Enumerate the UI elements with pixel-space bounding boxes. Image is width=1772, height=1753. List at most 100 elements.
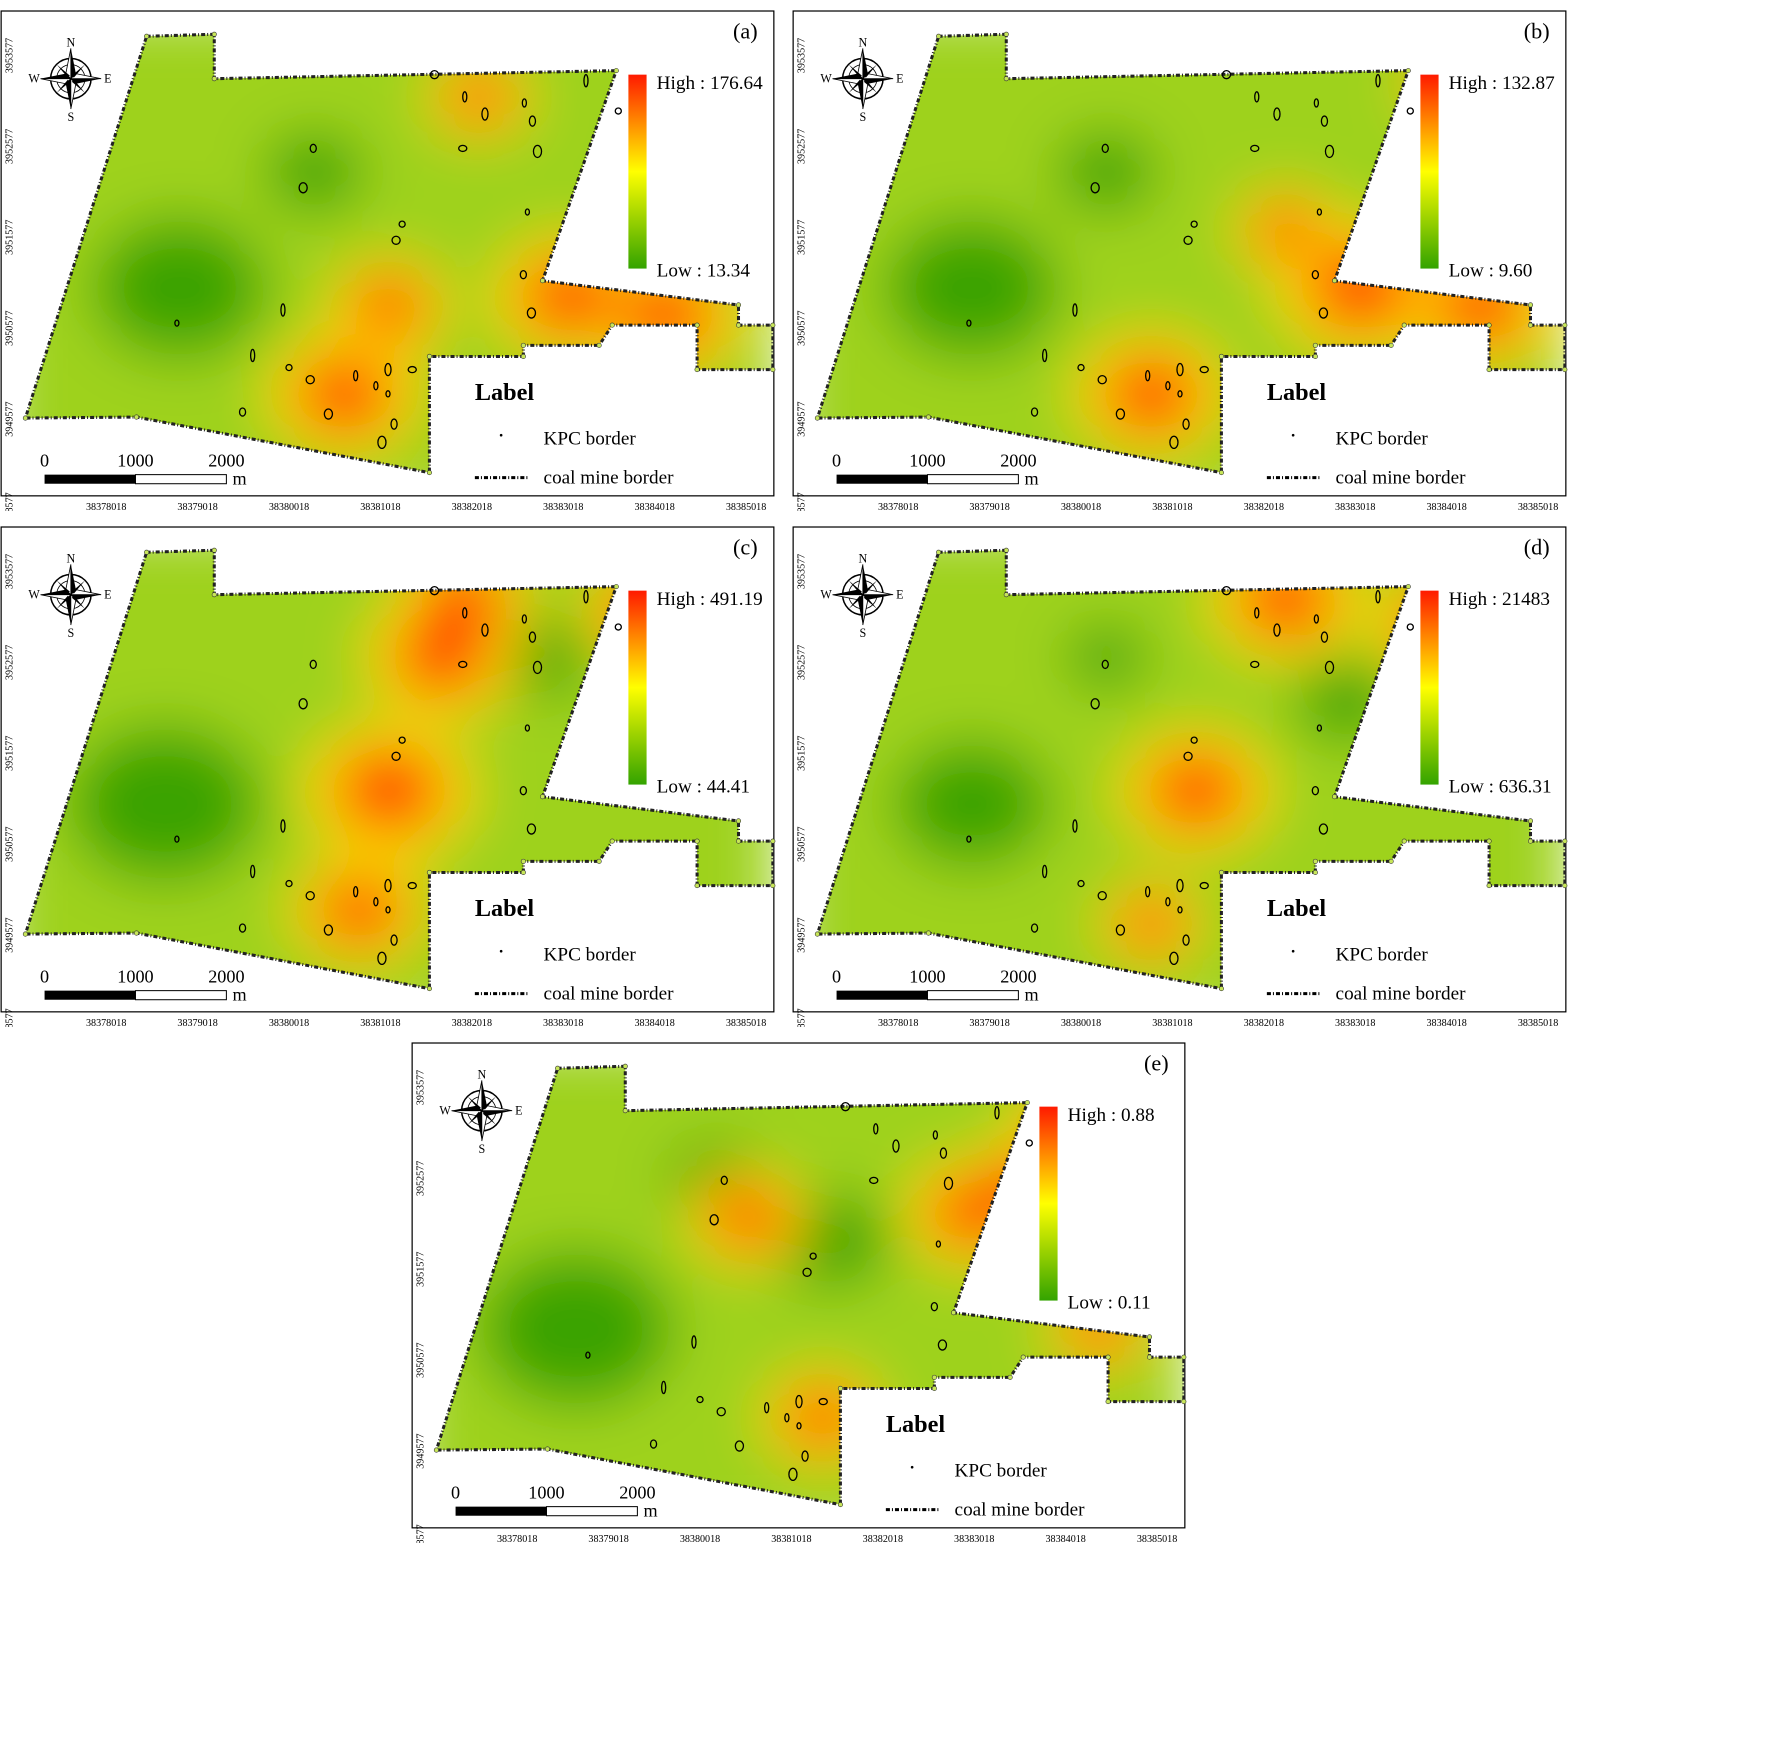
color-ramp [628, 74, 647, 269]
color-ramp [1420, 74, 1439, 269]
panel-tag: (e) [1144, 1050, 1169, 1075]
y-tick-label: 3953577 [4, 554, 15, 589]
compass-e: E [104, 588, 111, 602]
x-tick-label: 38381018 [771, 1534, 811, 1543]
border-vertices [814, 547, 1568, 992]
x-axis-ticks: 38378018 38379018 38380018 38381018 38382018… [878, 502, 1558, 513]
heat-blob [353, 277, 425, 335]
compass-w: W [28, 72, 40, 86]
panel-tag: (b) [1524, 18, 1550, 43]
y-tick-label: 3950577 [4, 827, 15, 862]
scale-bar-black [455, 1506, 547, 1516]
y-tick-label: 3948577 [4, 492, 15, 511]
y-tick-label: 3952577 [4, 129, 15, 164]
coal-mine-border [815, 32, 1567, 475]
y-tick-label: 3948577 [796, 492, 807, 511]
legend-title: Label [1267, 379, 1327, 406]
legend-title: Label [1267, 895, 1327, 922]
x-tick-label: 38379018 [969, 502, 1009, 511]
compass-n: N [477, 1067, 486, 1081]
x-tick-label: 38382018 [863, 1534, 903, 1543]
y-tick-label: 3950577 [415, 1343, 426, 1378]
scale-1000: 1000 [528, 1483, 564, 1503]
legend-high: High : 491.19 [657, 589, 763, 610]
color-ramp [628, 590, 647, 785]
y-axis-ticks: 3953577 3952577 3951577 3950577 3949577 39485… [4, 554, 15, 1044]
scale-unit: m [1024, 985, 1038, 1005]
legend-kpc: KPC border [544, 428, 637, 449]
scale-0: 0 [40, 967, 49, 987]
x-axis-ticks: 38378018 38379018 38380018 38381018 38382018… [878, 1018, 1558, 1029]
y-tick-label: 3953577 [415, 1070, 426, 1105]
x-tick-label: 38381018 [1152, 1018, 1192, 1027]
x-tick-label: 38382018 [452, 502, 492, 511]
legend-low: Low : 636.31 [1449, 777, 1552, 798]
scale-0: 0 [832, 451, 841, 471]
heat-blob [895, 742, 1049, 866]
heat-blob [885, 218, 1059, 358]
scale-0: 0 [451, 1483, 460, 1503]
y-axis-ticks: 3953577 3952577 3951577 3950577 3949577 39485… [4, 38, 15, 528]
y-tick-label: 3949577 [4, 401, 15, 436]
heat-blob [298, 358, 390, 432]
y-tick-label: 3950577 [796, 827, 807, 862]
coal-mine-border [23, 32, 775, 475]
kpc-border-contours [966, 585, 1414, 966]
x-tick-label: 38385018 [726, 502, 766, 511]
compass-rose-icon: N S E W [439, 1067, 522, 1156]
kpc-symbol [499, 949, 503, 953]
compass-s: S [67, 626, 74, 640]
x-tick-label: 38380018 [269, 1018, 309, 1027]
border-vertices [22, 31, 776, 476]
scale-bar-black [836, 990, 928, 1000]
x-tick-label: 38385018 [1518, 502, 1558, 511]
heat-blob [1150, 754, 1242, 828]
scale-unit: m [1024, 469, 1038, 489]
scale-2000: 2000 [208, 967, 244, 987]
panel-tag: (a) [733, 18, 758, 43]
scale-bar-white [134, 474, 227, 485]
map-panel-b: N S E W (b) High : 132.87 Low : 9.60 Lab… [792, 10, 1568, 528]
x-tick-label: 38378018 [878, 1018, 918, 1027]
x-tick-label: 38381018 [360, 1018, 400, 1027]
y-tick-label: 3950577 [4, 311, 15, 346]
x-tick-label: 38384018 [1045, 1534, 1085, 1543]
x-tick-label: 38379018 [588, 1534, 628, 1543]
scale-1000: 1000 [909, 451, 945, 471]
compass-rose-icon: N S E W [28, 551, 111, 640]
kpc-symbol [1291, 433, 1295, 437]
compass-e: E [515, 1104, 522, 1118]
y-tick-label: 3953577 [4, 38, 15, 73]
x-tick-label: 38385018 [1518, 1018, 1558, 1027]
x-tick-label: 38378018 [86, 1018, 126, 1027]
scale-2000: 2000 [1000, 967, 1036, 987]
heat-blob [1105, 358, 1197, 432]
x-tick-label: 38380018 [1061, 1018, 1101, 1027]
y-tick-label: 3951577 [415, 1252, 426, 1287]
kpc-border-contours [966, 69, 1414, 450]
y-tick-label: 3950577 [796, 311, 807, 346]
x-tick-label: 38383018 [543, 502, 583, 511]
y-tick-label: 3949577 [415, 1433, 426, 1468]
heat-blob [266, 134, 363, 211]
x-tick-label: 38380018 [680, 1534, 720, 1543]
x-tick-label: 38384018 [634, 1018, 674, 1027]
coal-mine-border [815, 548, 1567, 991]
x-axis-ticks: 38378018 38379018 38380018 38381018 38382018… [86, 1018, 766, 1029]
border-vertices [433, 1063, 1187, 1508]
y-axis-ticks: 3953577 3952577 3951577 3950577 3949577 39485… [796, 38, 807, 528]
legend-title: Label [475, 895, 535, 922]
y-tick-label: 3948577 [415, 1524, 426, 1543]
x-axis-ticks: 38378018 38379018 38380018 38381018 38382018… [497, 1534, 1177, 1545]
compass-e: E [104, 72, 111, 86]
legend-mine: coal mine border [955, 1500, 1086, 1521]
kpc-symbol [499, 433, 503, 437]
compass-n: N [66, 551, 75, 565]
y-tick-label: 3953577 [796, 554, 807, 589]
x-tick-label: 38378018 [497, 1534, 537, 1543]
legend-high: High : 21483 [1449, 589, 1550, 610]
x-tick-label: 38380018 [269, 502, 309, 511]
compass-n: N [858, 35, 867, 49]
color-ramp [1039, 1106, 1058, 1301]
scale-1000: 1000 [909, 967, 945, 987]
